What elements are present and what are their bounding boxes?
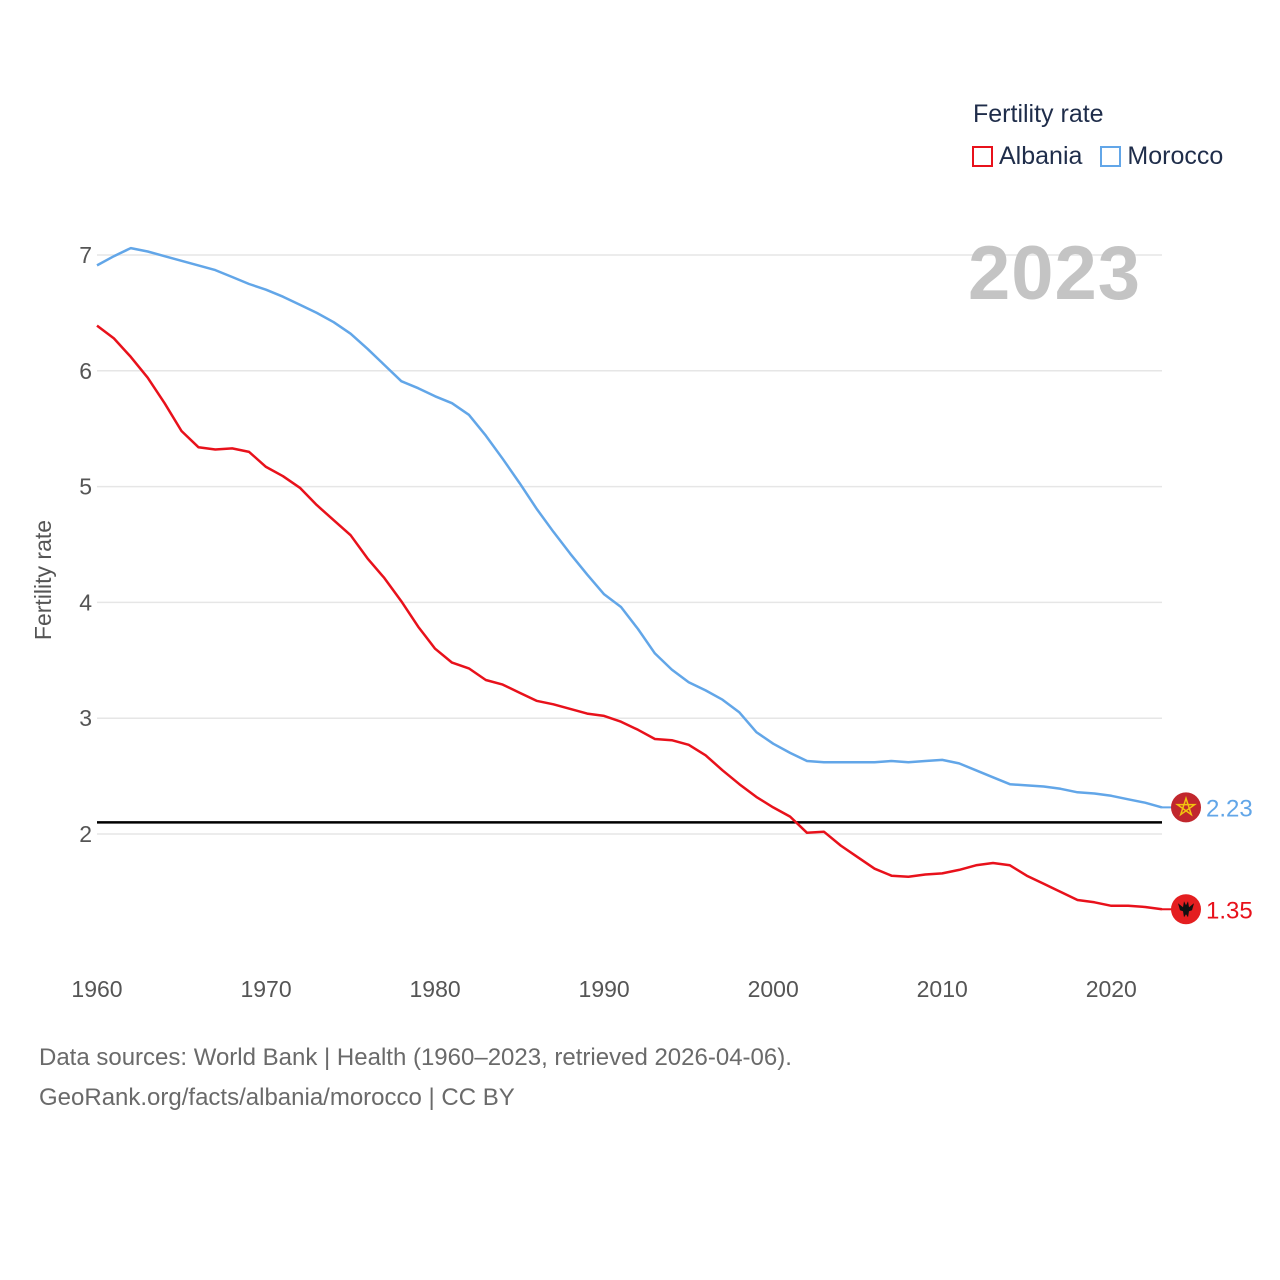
x-tick-label-1990: 1990	[579, 976, 630, 1002]
legend-title: Fertility rate	[973, 100, 1104, 128]
y-tick-label-4: 4	[79, 589, 92, 615]
x-tick-label-1960: 1960	[71, 976, 122, 1002]
y-axis-label: Fertility rate	[30, 520, 56, 640]
legend-item-albania[interactable]: Albania	[972, 142, 1082, 171]
morocco-flag-icon	[1171, 792, 1201, 823]
y-tick-label-3: 3	[79, 705, 92, 731]
x-tick-label-1980: 1980	[410, 976, 461, 1002]
y-tick-label-7: 7	[79, 242, 92, 268]
end-value-label-albania: 1.35	[1206, 897, 1253, 924]
legend-label-morocco: Morocco	[1127, 142, 1224, 170]
legend-item-morocco[interactable]: Morocco	[1100, 142, 1223, 171]
x-tick-label-2000: 2000	[748, 976, 799, 1002]
gridlines	[97, 254, 1162, 835]
end-value-label-morocco: 2.23	[1206, 795, 1253, 822]
year-stamp: 2023	[968, 231, 1142, 316]
albania-flag-icon	[1171, 894, 1201, 925]
x-tick-label-2010: 2010	[917, 976, 968, 1002]
y-tick-label-5: 5	[79, 474, 92, 500]
end-markers: 1.35 2.23	[1162, 792, 1253, 925]
series-line-albania[interactable]	[96, 324, 1163, 911]
legend-label-albania: Albania	[999, 142, 1083, 170]
series-lines	[96, 246, 1163, 911]
legend: Albania Morocco	[972, 142, 1241, 171]
y-tick-label-2: 2	[79, 821, 92, 847]
legend-swatch-morocco	[1100, 146, 1122, 167]
x-axis-ticks: 1960 1970 1980 1990 2000 2010 2020	[71, 976, 1136, 1002]
y-axis-ticks: 2 3 4 5 6 7	[79, 242, 92, 847]
legend-swatch-albania	[972, 146, 993, 167]
x-tick-label-1970: 1970	[240, 976, 291, 1002]
footer-sources: Data sources: World Bank | Health (1960–…	[39, 1044, 792, 1071]
footer-link[interactable]: GeoRank.org/facts/albania/morocco | CC B…	[39, 1084, 515, 1111]
series-line-morocco[interactable]	[96, 246, 1163, 809]
y-tick-label-6: 6	[79, 358, 92, 384]
x-tick-label-2020: 2020	[1086, 976, 1137, 1002]
